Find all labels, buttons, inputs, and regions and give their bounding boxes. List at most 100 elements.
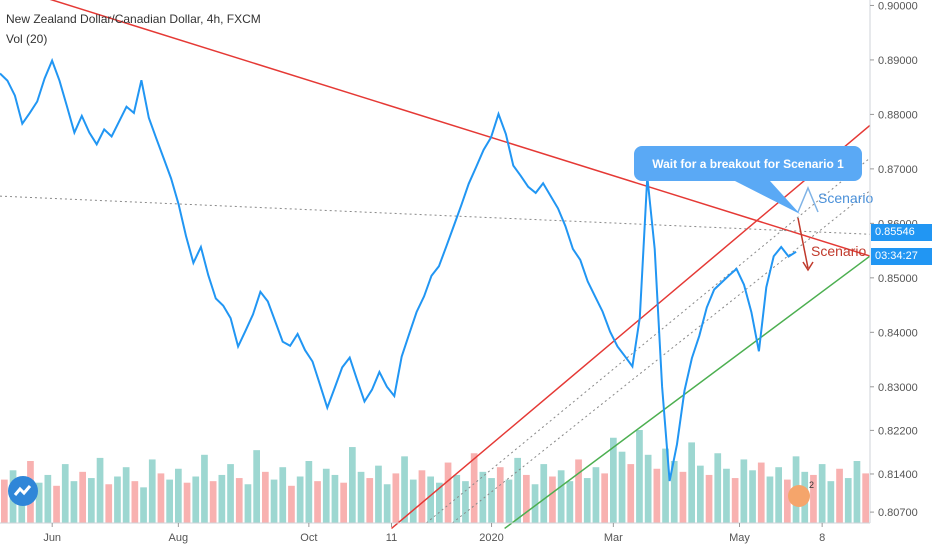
volume-bar: [557, 470, 565, 523]
dotted-channel-line: [425, 157, 871, 524]
volume-bar: [357, 471, 365, 523]
price-tick-label: 0.85000: [878, 273, 918, 285]
volume-bar: [436, 482, 443, 523]
tradingview-logo-icon[interactable]: [8, 476, 38, 506]
volume-bar: [409, 479, 417, 523]
flag-badge: 2: [809, 480, 815, 490]
volume-bar: [366, 478, 374, 523]
volume-bar: [757, 462, 765, 523]
time-tick-label: Jun: [43, 532, 61, 544]
price-tick-label: 0.90000: [878, 0, 918, 12]
volume-bar: [688, 442, 695, 523]
volume-bar: [114, 476, 121, 523]
volume-bar: [766, 476, 774, 523]
volume-bar: [305, 461, 313, 523]
scenario-down-label: Scenario: [811, 243, 866, 259]
volume-bar: [209, 481, 217, 523]
volume-bar: [470, 453, 478, 523]
volume-bar: [105, 484, 113, 523]
price-tick-label: 0.81400: [878, 469, 918, 481]
volume-bar: [583, 478, 591, 523]
support-trendline: [504, 255, 871, 530]
volume-bar: [340, 482, 347, 523]
resistance-trendline: [49, 0, 871, 257]
dotted-horizontal-line: [0, 195, 871, 235]
volume-bar: [79, 471, 86, 523]
volume-bar: [775, 467, 782, 523]
volume-bar: [670, 461, 678, 523]
time-tick-label: 8: [819, 532, 825, 544]
volume-bar: [627, 464, 635, 523]
volume-bar: [288, 485, 295, 523]
volume-bar: [444, 462, 452, 523]
volume-bar: [644, 454, 652, 523]
volume-bar: [349, 447, 356, 523]
volume-bar: [53, 485, 60, 523]
price-series-line: [0, 57, 797, 482]
volume-bar: [244, 484, 252, 523]
volume-bar: [35, 482, 43, 523]
time-tick-label: May: [729, 532, 750, 544]
volume-bar: [636, 430, 643, 523]
volume-bar: [227, 464, 234, 523]
volume-bar: [375, 465, 382, 523]
callout-text: Wait for a breakout for Scenario 1: [652, 157, 844, 171]
time-tick-label: Aug: [169, 532, 189, 544]
volume-bar: [44, 474, 52, 523]
time-tick-label: Oct: [300, 532, 317, 544]
volume-bar: [566, 481, 574, 523]
volume-bar: [653, 468, 661, 523]
volume-bar: [523, 474, 530, 523]
volume-bar: [453, 474, 461, 523]
price-tick-label: 0.83000: [878, 382, 918, 394]
scenario-up-arrow: [797, 186, 819, 213]
volume-bars: [1, 430, 869, 523]
volume-bar: [610, 437, 617, 523]
volume-bar: [488, 478, 495, 523]
volume-bar: [714, 453, 722, 523]
volume-bar: [383, 484, 391, 523]
current-price-tag: 0.85546: [871, 224, 932, 241]
annotations: Wait for a breakout for Scenario 1 Scenar…: [634, 146, 873, 272]
price-tick-label: 0.84000: [878, 327, 918, 339]
volume-bar: [401, 456, 408, 523]
volume-bar: [140, 487, 147, 523]
volume-bar: [705, 474, 713, 523]
volume-bar: [592, 467, 600, 523]
price-tick-label: 0.80700: [878, 507, 918, 519]
volume-indicator-label: Vol (20): [6, 32, 48, 46]
countdown-tag: 03:34:27: [871, 248, 932, 265]
volume-bar: [61, 464, 69, 523]
volume-bar: [192, 476, 200, 523]
volume-bar: [131, 481, 139, 523]
volume-bar: [818, 464, 826, 523]
volume-bar: [218, 474, 226, 523]
volume-bar: [201, 454, 208, 523]
volume-bar: [575, 459, 582, 523]
volume-bar: [496, 467, 504, 523]
volume-bar: [697, 465, 704, 523]
axes: 0.900000.890000.880000.870000.860000.850…: [0, 0, 918, 544]
volume-bar: [514, 457, 521, 523]
volume-bar: [322, 468, 330, 523]
volume-bar: [531, 484, 539, 523]
scenario-down-arrow: [797, 217, 809, 269]
volume-bar: [392, 473, 400, 523]
volume-bar: [279, 467, 287, 523]
trend-lines: [0, 0, 871, 530]
volume-bar: [723, 468, 730, 523]
volume-bar: [784, 479, 791, 523]
price-tick-label: 0.87000: [878, 164, 918, 176]
time-tick-label: 11: [386, 532, 397, 544]
volume-bar: [166, 479, 173, 523]
volume-bar: [157, 473, 165, 523]
volume-bar: [662, 448, 669, 523]
volume-bar: [418, 470, 426, 523]
volume-bar: [836, 468, 843, 523]
volume-bar: [96, 457, 104, 523]
volume-bar: [827, 481, 835, 523]
volume-bar: [479, 471, 487, 523]
flag-icon[interactable]: [788, 485, 810, 507]
volume-bar: [175, 468, 182, 523]
